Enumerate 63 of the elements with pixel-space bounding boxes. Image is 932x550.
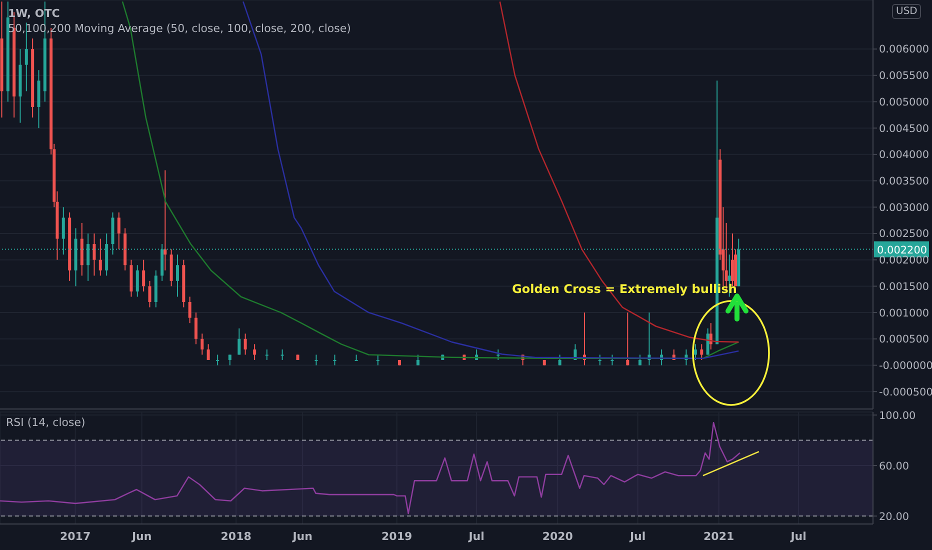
candlestick (194, 312, 198, 345)
y-tick-label: 0.001000 (879, 307, 930, 320)
x-tick-label: 2020 (542, 530, 574, 543)
candlestick (638, 354, 642, 366)
x-tick-label: 2018 (220, 530, 252, 543)
y-tick-label: -0.000500 (879, 386, 932, 398)
ref-line-label: 0.002200 (877, 244, 928, 256)
x-tick-label: 2021 (704, 530, 734, 543)
candlestick (148, 280, 152, 308)
y-tick-label: 0.003500 (879, 176, 930, 188)
y-tick-label: 0.005000 (879, 96, 930, 108)
candlestick (314, 354, 318, 366)
y-tick-label: 0.004500 (879, 122, 930, 135)
y-tick-label: 20.00 (879, 510, 910, 523)
candlestick (206, 344, 210, 360)
candlestick (265, 348, 268, 360)
y-tick-label: 0.005500 (879, 70, 930, 82)
line-series (499, 0, 740, 343)
y-tick-label: 100.00 (879, 410, 916, 422)
x-tick-label: Jul (628, 530, 646, 543)
candlestick (176, 254, 179, 298)
candlestick (92, 232, 96, 276)
y-tick-label: 60.00 (879, 460, 910, 472)
candlestick (598, 354, 602, 366)
candlestick (700, 344, 704, 360)
x-tick-label: Jul (468, 530, 484, 543)
candlestick (376, 354, 380, 366)
candlestick (416, 354, 420, 366)
candlestick (238, 328, 241, 356)
y-tick-label: 0.003000 (879, 202, 930, 214)
x-tick-label: 2019 (382, 530, 412, 543)
candlestick (117, 212, 120, 250)
candlestick (98, 238, 102, 276)
candlestick (280, 348, 284, 360)
candlestick (354, 354, 358, 361)
y-tick-label: 0.006000 (879, 44, 930, 56)
candlestick (626, 312, 630, 366)
y-tick-label: -0.000000 (879, 360, 932, 372)
candlestick (164, 170, 167, 271)
candlestick (228, 354, 232, 366)
candlestick (200, 333, 204, 356)
candlestick (244, 333, 247, 356)
candlestick (216, 354, 220, 366)
x-tick-label: Jun (292, 530, 312, 543)
y-tick-label: 0.002500 (879, 228, 930, 240)
candlestick (333, 354, 336, 366)
x-tick-label: 2017 (60, 530, 91, 543)
y-tick-label: 0.000500 (879, 334, 930, 346)
candlestick (253, 344, 256, 360)
chart-title: RSI (14, close) (6, 416, 86, 429)
y-axis-title: USD (892, 4, 922, 19)
candlestick (496, 348, 500, 360)
candlestick (558, 354, 562, 366)
candlestick (610, 354, 614, 366)
x-tick-label: Jun (130, 530, 152, 543)
y-tick-label: 0.004000 (879, 149, 930, 162)
candlestick (694, 344, 697, 360)
candlestick (136, 264, 139, 298)
candlestick (142, 259, 146, 292)
x-tick-label: Jul (790, 530, 806, 543)
y-tick-label: 0.001500 (879, 280, 930, 293)
y-tick-label: 0.002000 (879, 254, 930, 267)
candlestick (188, 296, 192, 324)
